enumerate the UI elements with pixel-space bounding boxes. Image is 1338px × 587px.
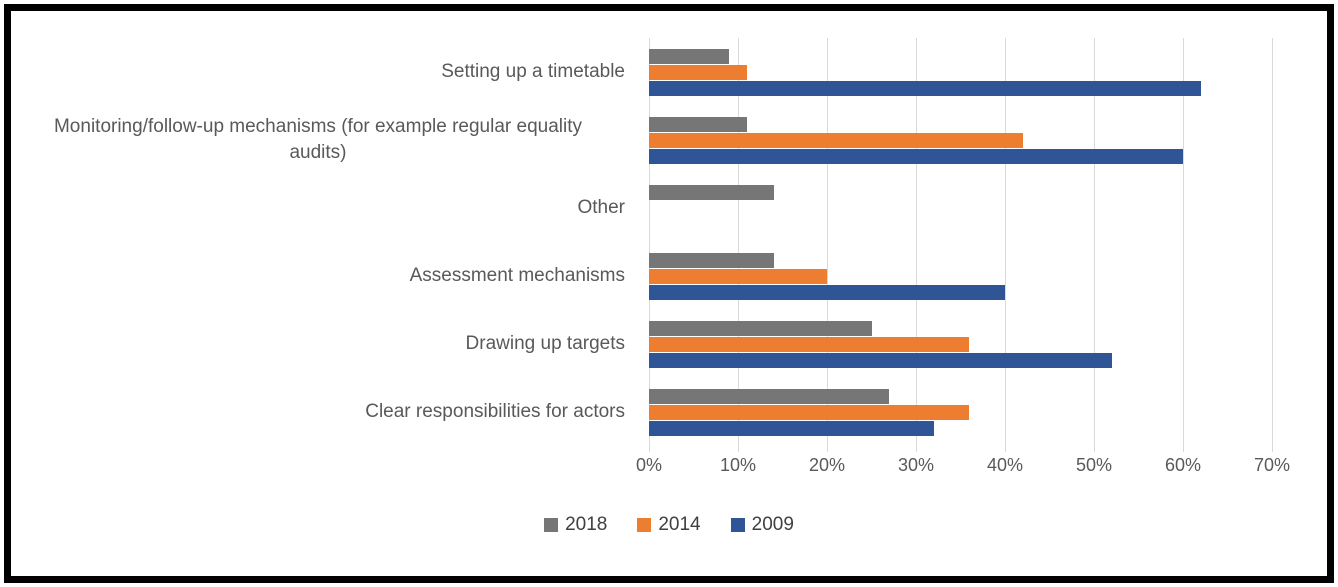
bar-2018 <box>649 116 747 132</box>
legend-label: 2018 <box>565 514 608 535</box>
chart-body: Setting up a timetable Monitoring/follow-… <box>11 38 1273 446</box>
category-label-text: Monitoring/follow-up mechanisms (for exa… <box>53 116 582 163</box>
axis-tick <box>916 446 917 452</box>
bar-2018 <box>649 320 872 336</box>
bar-2014 <box>649 336 970 352</box>
category-labels: Setting up a timetable Monitoring/follow-… <box>11 38 649 446</box>
category-label: Drawing up targets <box>11 310 625 378</box>
bar-group <box>649 378 1272 446</box>
bar-group <box>649 310 1272 378</box>
legend-swatch-2018 <box>544 518 559 532</box>
axis-tick <box>1094 446 1095 452</box>
bar-2009 <box>649 80 1201 96</box>
gridline <box>649 38 650 446</box>
legend-label: 2014 <box>658 514 701 535</box>
axis-tick-label: 0% <box>635 455 663 475</box>
category-label: Other <box>11 174 625 242</box>
axis-tick-label: 60% <box>1164 455 1202 475</box>
legend-swatch-2009 <box>730 518 745 532</box>
axis-tick-label: 30% <box>897 455 935 475</box>
bar-2014 <box>649 268 827 284</box>
bar-2018 <box>649 388 890 404</box>
bar-groups <box>649 38 1272 446</box>
category-label: Monitoring/follow-up mechanisms (for exa… <box>11 106 625 174</box>
category-label-text: Setting up a timetable <box>441 61 625 83</box>
legend-swatch-2014 <box>637 518 652 532</box>
axis-tick <box>1183 446 1184 452</box>
category-label: Setting up a timetable <box>11 38 625 106</box>
axis-tick-label: 70% <box>1253 455 1291 475</box>
bar-2014 <box>649 404 970 420</box>
legend-item-2018: 2018 <box>544 514 607 536</box>
gridline <box>1005 38 1006 446</box>
bar-2009 <box>649 420 934 436</box>
gridline <box>738 38 739 446</box>
gridline <box>1272 38 1273 446</box>
category-label: Assessment mechanisms <box>11 242 625 310</box>
bar-2009 <box>649 148 1183 164</box>
x-axis: 0% 10% 20% 30% 40% 50% 60% 70% <box>636 446 1290 488</box>
axis-tick-label: 40% <box>986 455 1024 475</box>
bar-2018 <box>649 184 774 200</box>
legend-item-2009: 2009 <box>730 514 794 536</box>
gridline <box>1183 38 1184 446</box>
axis-tick-label: 20% <box>808 455 846 475</box>
axis-tick <box>1005 446 1006 452</box>
gridline <box>916 38 917 446</box>
gridline <box>1094 38 1095 446</box>
axis-tick <box>738 446 739 452</box>
bar-2009 <box>649 284 1005 300</box>
bar-2018 <box>649 48 730 64</box>
legend-label: 2009 <box>751 514 794 535</box>
category-label-text: Clear responsibilities for actors <box>365 401 625 423</box>
bar-2014 <box>649 132 1023 148</box>
axis-tick-label: 50% <box>1075 455 1113 475</box>
category-label-text: Other <box>577 197 625 219</box>
gridline <box>827 38 828 446</box>
bar-2014 <box>649 64 747 80</box>
legend: 2018 2014 2009 <box>11 514 1327 536</box>
axis-tick <box>1272 446 1273 452</box>
bar-group <box>649 174 1272 242</box>
plot-area <box>649 38 1273 446</box>
axis-tick <box>827 446 828 452</box>
bar-2009 <box>649 352 1112 368</box>
category-label-text: Assessment mechanisms <box>409 265 625 287</box>
category-label: Clear responsibilities for actors <box>11 378 625 446</box>
bar-group <box>649 242 1272 310</box>
legend-item-2014: 2014 <box>637 514 701 536</box>
category-label-text: Drawing up targets <box>465 333 625 355</box>
bar-group <box>649 106 1272 174</box>
axis-tick <box>649 446 650 452</box>
axis-tick-label: 10% <box>719 455 757 475</box>
bar-group <box>649 38 1272 106</box>
chart-frame: Setting up a timetable Monitoring/follow-… <box>4 4 1334 583</box>
bar-2018 <box>649 252 774 268</box>
